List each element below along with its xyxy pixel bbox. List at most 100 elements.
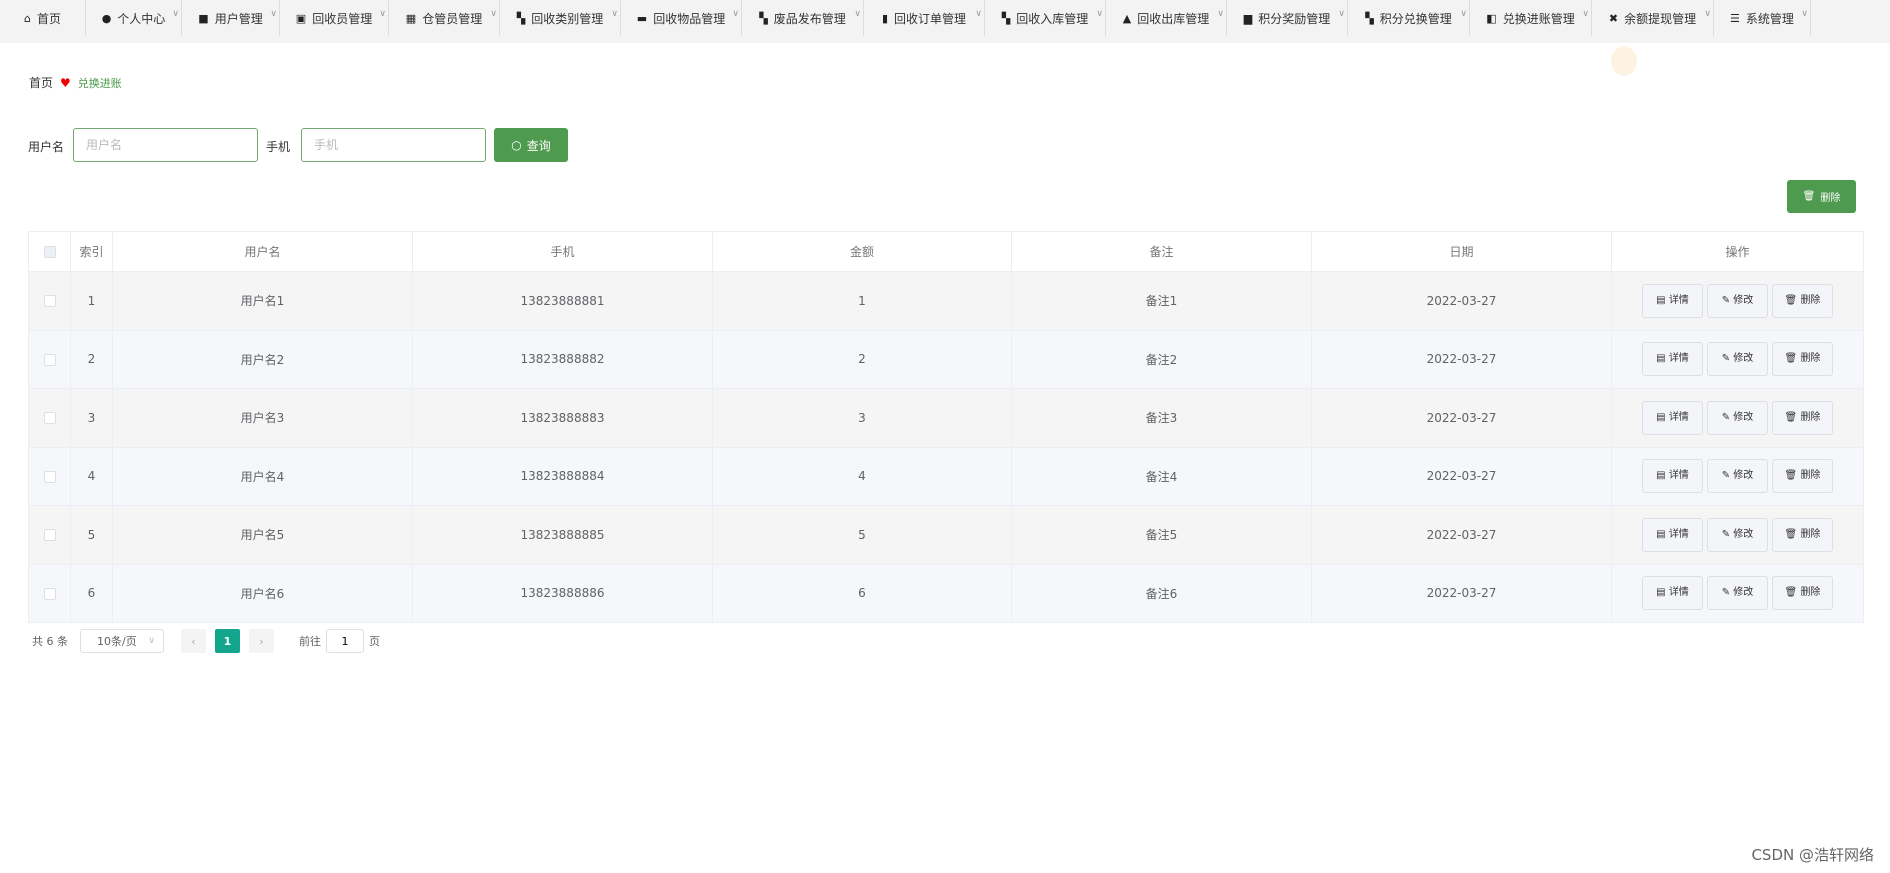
message-icon: ■ (198, 11, 209, 25)
row-select-cell (28, 563, 71, 623)
username-input[interactable] (73, 128, 258, 162)
nav-item-13[interactable]: ◧ 兑换进账管理 ∨ (1470, 0, 1592, 36)
row-checkbox[interactable] (43, 353, 56, 366)
row-checkbox[interactable] (43, 295, 56, 308)
cell-index: 6 (70, 563, 113, 623)
nav-item-5[interactable]: ▚ 回收类别管理 ∨ (500, 0, 621, 36)
phone-input[interactable] (301, 128, 486, 162)
nav-item-1[interactable]: ● 个人中心 ∨ (86, 0, 182, 36)
apps-icon: ▚ (1001, 11, 1011, 25)
edit-button[interactable]: ✎ 修改 (1707, 517, 1768, 552)
nav-label: 积分奖励管理 (1258, 11, 1331, 26)
chevron-down-icon: ∨ (148, 636, 155, 646)
detail-button[interactable]: ▤ 详情 (1642, 283, 1703, 318)
nav-item-3[interactable]: ▣ 回收员管理 ∨ (280, 0, 389, 36)
nav-label: 用户管理 (214, 11, 263, 26)
nav-item-6[interactable]: ▬ 回收物品管理 ∨ (621, 0, 742, 36)
delete-icon: 🗑 (1784, 294, 1798, 306)
select-all-cell (28, 231, 71, 272)
delete-button[interactable]: 🗑 删除 (1772, 576, 1833, 611)
nav-item-12[interactable]: ▚ 积分兑换管理 ∨ (1348, 0, 1470, 36)
row-checkbox[interactable] (43, 587, 56, 600)
delete-icon: 🗑 (1784, 528, 1798, 540)
detail-label: 详情 (1668, 294, 1689, 306)
nav-item-9[interactable]: ▚ 回收入库管理 ∨ (985, 0, 1106, 36)
edit-icon: ✎ (1721, 294, 1731, 306)
edit-button[interactable]: ✎ 修改 (1707, 400, 1768, 435)
chevron-down-icon: ∨ (270, 9, 277, 19)
delete-icon: 🗑 (1784, 353, 1798, 365)
detail-button[interactable]: ▤ 详情 (1642, 400, 1703, 435)
cell-actions: ▤ 详情 ✎ 修改 🗑 删除 (1611, 271, 1864, 331)
detail-button[interactable]: ▤ 详情 (1642, 576, 1703, 611)
nav-item-4[interactable]: ▦ 仓管员管理 ∨ (389, 0, 500, 36)
row-select-cell (28, 446, 71, 506)
page-1-button[interactable]: 1 (215, 629, 240, 653)
table-row: 5 用户名5 13823888885 5 备注5 2022-03-27 ▤ 详情 ✎ 修改 🗑 … (28, 505, 1864, 565)
header-username: 用户名 (112, 231, 413, 272)
data-table: 索引 用户名 手机 金额 备注 日期 操作 1 用户名1 13823888881 1 备… (28, 231, 1864, 623)
batch-delete-button[interactable]: 🗑 删除 (1787, 180, 1856, 213)
header-actions: 操作 (1611, 231, 1864, 272)
cell-date: 2022-03-27 (1311, 271, 1612, 331)
edit-label: 修改 (1733, 294, 1754, 306)
cell-index: 5 (70, 505, 113, 565)
select-all-checkbox[interactable] (43, 246, 56, 258)
row-checkbox[interactable] (43, 529, 56, 542)
delete-button[interactable]: 🗑 删除 (1772, 283, 1833, 318)
delete-button[interactable]: 🗑 删除 (1772, 517, 1833, 552)
detail-button[interactable]: ▤ 详情 (1642, 342, 1703, 377)
goto-label: 前往 (299, 635, 321, 648)
nav-item-15[interactable]: ☰ 系统管理 ∨ (1714, 0, 1811, 36)
cell-username: 用户名5 (112, 505, 413, 565)
goto-page-input[interactable] (326, 629, 364, 653)
nav-item-7[interactable]: ▚ 废品发布管理 ∨ (742, 0, 864, 36)
header-index: 索引 (70, 231, 113, 272)
edit-button[interactable]: ✎ 修改 (1707, 283, 1768, 318)
stamp-icon: ▲ (1122, 11, 1132, 25)
cell-phone: 13823888886 (412, 563, 713, 623)
apps-icon: ▚ (516, 11, 526, 25)
breadcrumb-home[interactable]: 首页 (29, 76, 54, 90)
detail-icon: ▤ (1656, 411, 1666, 423)
edit-button[interactable]: ✎ 修改 (1707, 576, 1768, 611)
chevron-down-icon: ∨ (1338, 9, 1345, 19)
nav-item-8[interactable]: ▮ 回收订单管理 ∨ (864, 0, 985, 36)
ticket-icon: ✖ (1608, 11, 1619, 25)
detail-icon: ▤ (1656, 587, 1666, 599)
row-checkbox[interactable] (43, 412, 56, 425)
detail-button[interactable]: ▤ 详情 (1642, 517, 1703, 552)
row-checkbox[interactable] (43, 470, 56, 483)
edit-label: 修改 (1733, 528, 1754, 540)
chevron-down-icon: ∨ (1704, 9, 1711, 19)
delete-button[interactable]: 🗑 删除 (1772, 459, 1833, 494)
nav-item-14[interactable]: ✖ 余额提现管理 ∨ (1592, 0, 1714, 36)
delete-button[interactable]: 🗑 删除 (1772, 342, 1833, 377)
page-size-select[interactable]: 10条/页 ∨ (80, 629, 164, 653)
edit-icon: ✎ (1721, 587, 1731, 599)
cell-username: 用户名3 (112, 388, 413, 448)
delete-label: 删除 (1800, 294, 1821, 306)
edit-button[interactable]: ✎ 修改 (1707, 342, 1768, 377)
cell-actions: ▤ 详情 ✎ 修改 🗑 删除 (1611, 388, 1864, 448)
next-page-button[interactable]: › (249, 629, 274, 653)
edit-label: 修改 (1733, 470, 1754, 482)
prev-page-button[interactable]: ‹ (181, 629, 206, 653)
query-button[interactable]: ○ 查询 (494, 128, 568, 162)
cup-icon: ▆ (1243, 11, 1253, 25)
delete-button[interactable]: 🗑 删除 (1772, 400, 1833, 435)
nav-item-11[interactable]: ▆ 积分奖励管理 ∨ (1227, 0, 1348, 36)
detail-label: 详情 (1668, 470, 1689, 482)
nav-item-10[interactable]: ▲ 回收出库管理 ∨ (1106, 0, 1227, 36)
query-label: 查询 (526, 138, 551, 153)
edit-button[interactable]: ✎ 修改 (1707, 459, 1768, 494)
nav-item-0[interactable]: ⌂ 首页 (0, 0, 86, 36)
delete-label: 删除 (1820, 193, 1841, 204)
header-phone: 手机 (412, 231, 713, 272)
cell-phone: 13823888884 (412, 446, 713, 506)
cell-note: 备注3 (1011, 388, 1312, 448)
page-size-value: 10条/页 (97, 635, 137, 648)
username-label: 用户名 (28, 140, 65, 154)
nav-item-2[interactable]: ■ 用户管理 ∨ (182, 0, 280, 36)
detail-button[interactable]: ▤ 详情 (1642, 459, 1703, 494)
